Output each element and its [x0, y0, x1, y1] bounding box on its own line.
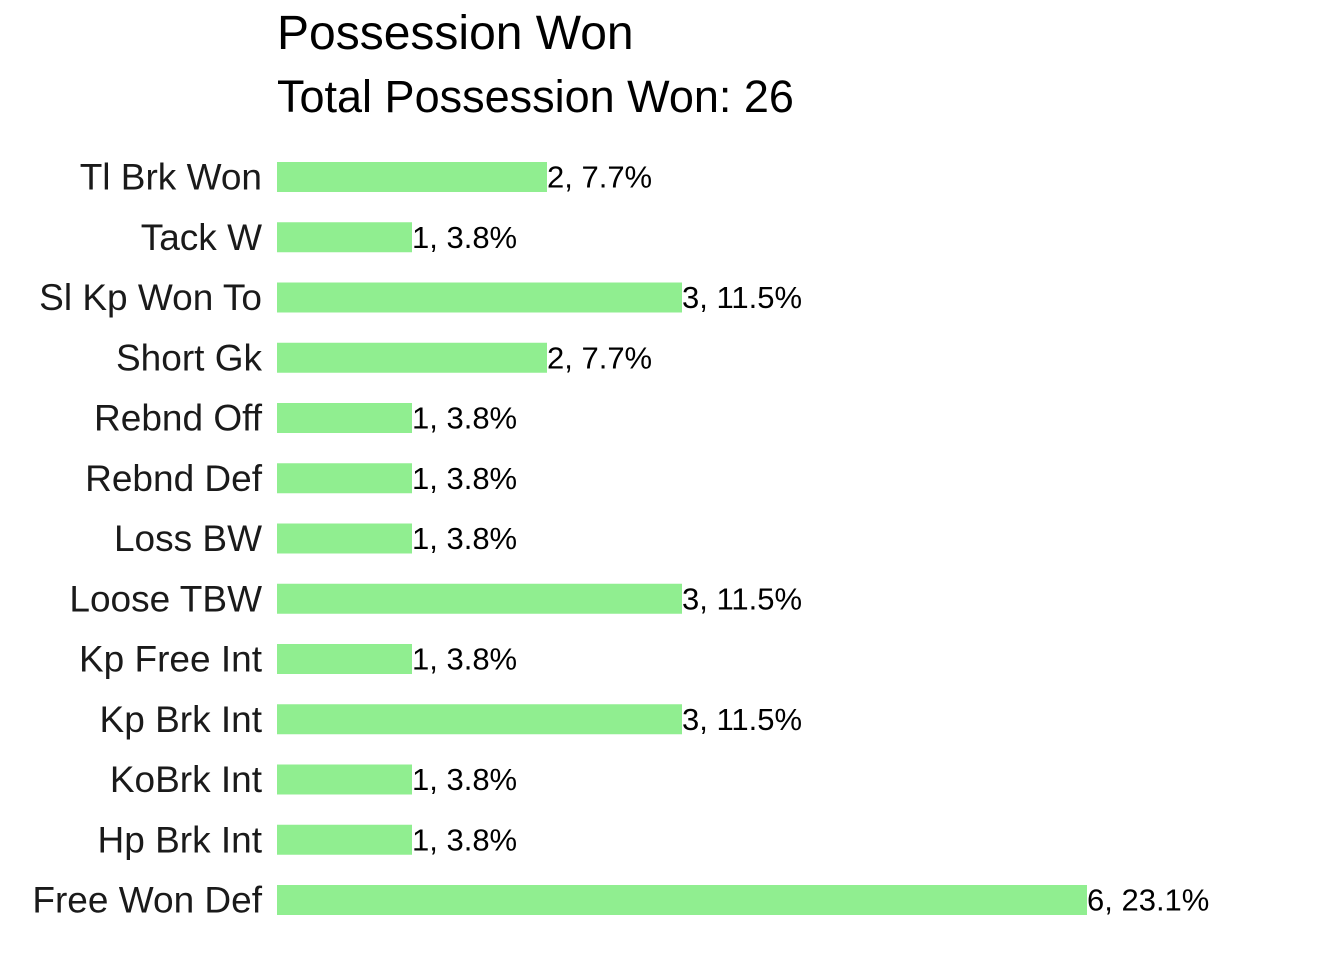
data-label: 1, 3.8%: [412, 220, 517, 255]
data-label: 3, 11.5%: [682, 581, 802, 616]
data-label: 1, 3.8%: [412, 762, 517, 797]
data-label: 2, 7.7%: [547, 340, 652, 375]
category-label: Loss BW: [114, 518, 262, 559]
category-label: Loose TBW: [69, 578, 262, 619]
category-label: Kp Free Int: [79, 639, 263, 680]
bar: [277, 824, 412, 855]
bar: [277, 403, 412, 433]
category-label: Rebnd Def: [85, 458, 263, 499]
chart-subtitle: Total Possession Won: 26: [277, 71, 794, 122]
bar: [277, 282, 682, 313]
chart-title: Possession Won: [277, 7, 634, 60]
category-label: Tack W: [141, 217, 262, 258]
data-label: 2, 7.7%: [547, 160, 652, 195]
bar: [277, 463, 412, 494]
bar: [277, 885, 1087, 915]
data-label: 3, 11.5%: [682, 702, 802, 737]
data-label: 1, 3.8%: [412, 401, 517, 436]
category-label: Rebnd Off: [94, 398, 263, 439]
bar: [277, 162, 547, 192]
category-label: Tl Brk Won: [80, 157, 262, 198]
bar: [277, 644, 412, 674]
category-label: Hp Brk Int: [98, 819, 263, 860]
category-label: Sl Kp Won To: [39, 277, 262, 318]
bar: [277, 704, 682, 735]
data-label: 1, 3.8%: [412, 521, 517, 556]
bar: [277, 764, 412, 795]
data-label: 3, 11.5%: [682, 280, 802, 315]
data-label: 6, 23.1%: [1087, 883, 1209, 918]
data-label: 1, 3.8%: [412, 822, 517, 857]
category-label: KoBrk Int: [110, 759, 263, 800]
data-label: 1, 3.8%: [412, 642, 517, 677]
category-label: Short Gk: [116, 337, 262, 378]
bar: [277, 523, 412, 554]
bar: [277, 342, 547, 373]
bar: [277, 222, 412, 253]
data-label: 1, 3.8%: [412, 461, 517, 496]
bar: [277, 583, 682, 614]
category-label: Free Won Def: [32, 880, 262, 921]
category-label: Kp Brk Int: [100, 699, 263, 740]
